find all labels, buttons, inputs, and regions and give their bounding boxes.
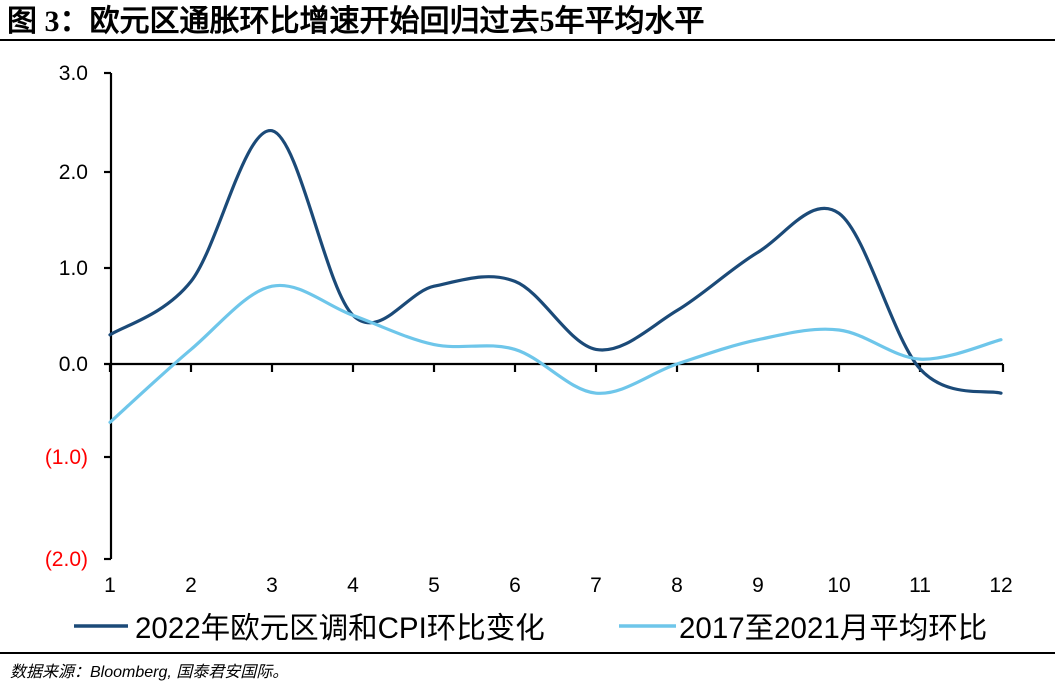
svg-text:0.0: 0.0 bbox=[59, 353, 88, 376]
svg-text:4: 4 bbox=[347, 574, 359, 597]
svg-text:2.0: 2.0 bbox=[59, 161, 88, 184]
svg-text:(1.0): (1.0) bbox=[45, 446, 88, 469]
svg-text:2022年欧元区调和CPI环比变化: 2022年欧元区调和CPI环比变化 bbox=[135, 612, 545, 645]
svg-text:7: 7 bbox=[590, 574, 602, 597]
svg-text:11: 11 bbox=[909, 574, 931, 597]
svg-text:5: 5 bbox=[428, 574, 440, 597]
svg-text:10: 10 bbox=[827, 574, 850, 597]
svg-text:12: 12 bbox=[989, 574, 1012, 597]
svg-text:6: 6 bbox=[509, 574, 521, 597]
svg-text:3: 3 bbox=[266, 574, 278, 597]
svg-text:(2.0): (2.0) bbox=[45, 548, 88, 571]
svg-text:9: 9 bbox=[752, 574, 764, 597]
svg-text:8: 8 bbox=[671, 574, 683, 597]
svg-text:2017至2021月平均环比: 2017至2021月平均环比 bbox=[679, 612, 987, 645]
svg-text:3.0: 3.0 bbox=[59, 62, 88, 85]
svg-text:2: 2 bbox=[185, 574, 197, 597]
svg-text:1: 1 bbox=[104, 574, 116, 597]
svg-text:1.0: 1.0 bbox=[59, 257, 88, 280]
